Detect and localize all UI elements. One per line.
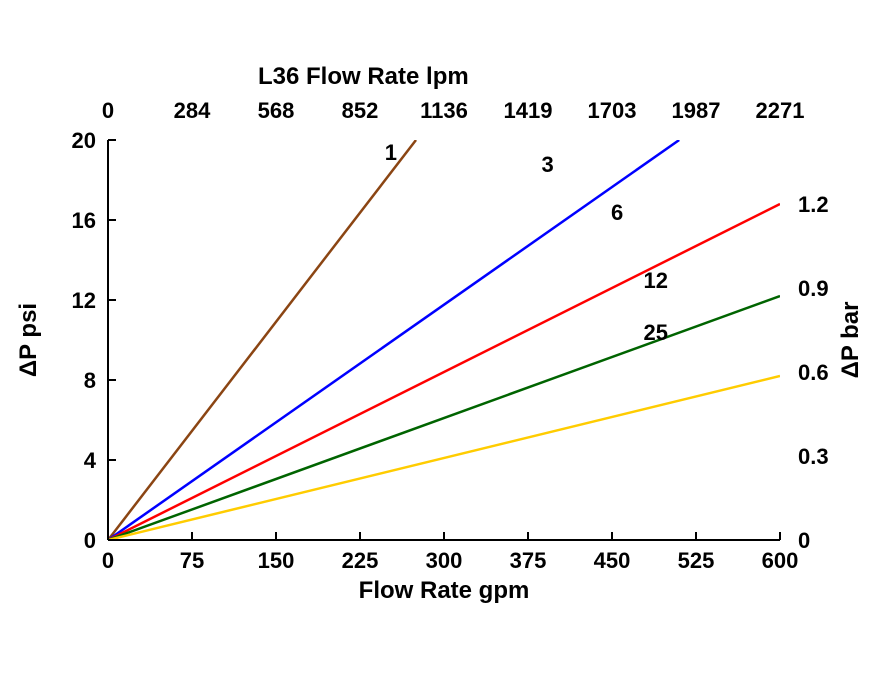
x-top-tick-label: 852 — [342, 98, 379, 123]
y-tick-label: 12 — [72, 288, 96, 313]
x-top-tick-label: 1987 — [672, 98, 721, 123]
x-tick-label: 450 — [594, 548, 631, 573]
chart-title-top: L36 Flow Rate lpm — [258, 63, 469, 90]
y-tick-label: 16 — [72, 208, 96, 233]
y-right-tick-label: 0 — [798, 528, 810, 553]
x-top-tick-label: 1703 — [588, 98, 637, 123]
x-top-tick-label: 284 — [174, 98, 211, 123]
x-tick-label: 600 — [762, 548, 799, 573]
series-label-6: 6 — [611, 200, 623, 225]
series-label-1: 1 — [385, 140, 397, 165]
series-label-25: 25 — [644, 320, 668, 345]
y-tick-label: 0 — [84, 528, 96, 553]
line-chart: 1361225075150225300375450525600048121620… — [0, 0, 884, 684]
x-top-tick-label: 2271 — [756, 98, 805, 123]
y-tick-label: 4 — [84, 448, 97, 473]
x-tick-label: 300 — [426, 548, 463, 573]
x-top-tick-label: 1419 — [504, 98, 553, 123]
x-top-tick-label: 1136 — [420, 98, 468, 123]
y-right-tick-label: 0.3 — [798, 444, 829, 469]
x-tick-label: 225 — [342, 548, 379, 573]
series-label-3: 3 — [542, 152, 554, 177]
x-tick-label: 525 — [678, 548, 715, 573]
chart-container: 1361225075150225300375450525600048121620… — [0, 0, 884, 684]
y-axis-title-left: ΔP psi — [15, 303, 42, 377]
y-right-tick-label: 1.2 — [798, 192, 829, 217]
y-tick-label: 8 — [84, 368, 96, 393]
x-tick-label: 150 — [258, 548, 295, 573]
x-tick-label: 375 — [510, 548, 547, 573]
x-top-tick-label: 0 — [102, 98, 114, 123]
x-axis-title: Flow Rate gpm — [359, 577, 530, 604]
series-label-12: 12 — [644, 268, 668, 293]
y-right-tick-label: 0.6 — [798, 360, 829, 385]
y-axis-title-right: ΔP bar — [837, 302, 864, 379]
x-tick-label: 75 — [180, 548, 204, 573]
y-right-tick-label: 0.9 — [798, 276, 829, 301]
x-tick-label: 0 — [102, 548, 114, 573]
x-top-tick-label: 568 — [258, 98, 295, 123]
y-tick-label: 20 — [72, 128, 96, 153]
